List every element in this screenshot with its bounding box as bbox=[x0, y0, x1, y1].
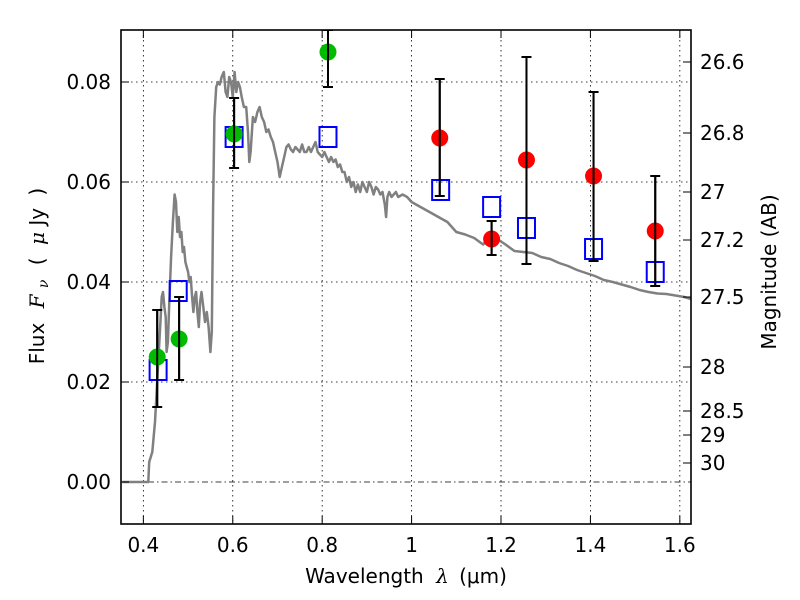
y2-tick-label: 27 bbox=[700, 180, 725, 204]
plot-frame bbox=[120, 29, 692, 525]
y2-tick-label: 27.5 bbox=[700, 285, 745, 309]
y-axis-title-open-paren: ( bbox=[25, 257, 49, 265]
y2-tick-label: 28.5 bbox=[700, 399, 745, 423]
grid-layer bbox=[121, 30, 691, 524]
series-layer bbox=[122, 30, 691, 484]
spectrum-line bbox=[122, 70, 691, 484]
y-tick-label: 0.04 bbox=[66, 270, 111, 294]
y-axis-title-subscript: ν bbox=[36, 279, 52, 288]
x-tick-label: 0.4 bbox=[127, 533, 159, 557]
x-tick-label: 0.6 bbox=[217, 533, 249, 557]
x-tick-label: 0.8 bbox=[306, 533, 338, 557]
y-axis-title-symbol: F bbox=[25, 293, 49, 309]
x-tick-label: 1.6 bbox=[664, 533, 696, 557]
y2-tick-label: 28 bbox=[700, 355, 725, 379]
y-tick-label: 0.06 bbox=[66, 170, 111, 194]
y2-tick-label: 29 bbox=[700, 423, 725, 447]
x-tick-label: 1 bbox=[405, 533, 418, 557]
x-axis-title-prefix: Wavelength bbox=[305, 564, 424, 588]
x-tick-label: 1.4 bbox=[575, 533, 607, 557]
y2-axis-title: Magnitude (AB) bbox=[757, 194, 781, 349]
x-axis-title: Wavelength λ (μm) bbox=[305, 564, 507, 588]
ticks-layer: 0.4 0.6 0.8 1 1.2 1.4 1.6 0.00 0.02 0.04 0.06 0.08 2… bbox=[66, 30, 745, 557]
y-axis-title-unit: Jy bbox=[25, 208, 49, 228]
series-clip-group bbox=[122, 30, 691, 484]
y-tick-label: 0.00 bbox=[66, 470, 111, 494]
y-axis-title-prefix: Flux bbox=[25, 323, 49, 365]
y-axis-title: Flux F ν ( μ Jy ) bbox=[25, 188, 53, 365]
x-tick-label: 1.2 bbox=[485, 533, 517, 557]
y2-tick-label: 27.2 bbox=[700, 228, 745, 252]
x-axis-title-unit: (μm) bbox=[459, 564, 507, 588]
y-axis-title-close-paren: ) bbox=[25, 188, 49, 196]
y-tick-label: 0.08 bbox=[66, 70, 111, 94]
y2-tick-label: 26.6 bbox=[700, 50, 745, 74]
model-photometry-square bbox=[318, 126, 338, 148]
x-axis-title-symbol: λ bbox=[435, 564, 449, 588]
y2-tick-label: 26.8 bbox=[700, 121, 745, 145]
y2-tick-label: 30 bbox=[700, 451, 725, 475]
y-tick-label: 0.02 bbox=[66, 370, 111, 394]
y-axis-title-mu: μ bbox=[25, 232, 49, 245]
model-photometry-square bbox=[482, 196, 502, 218]
